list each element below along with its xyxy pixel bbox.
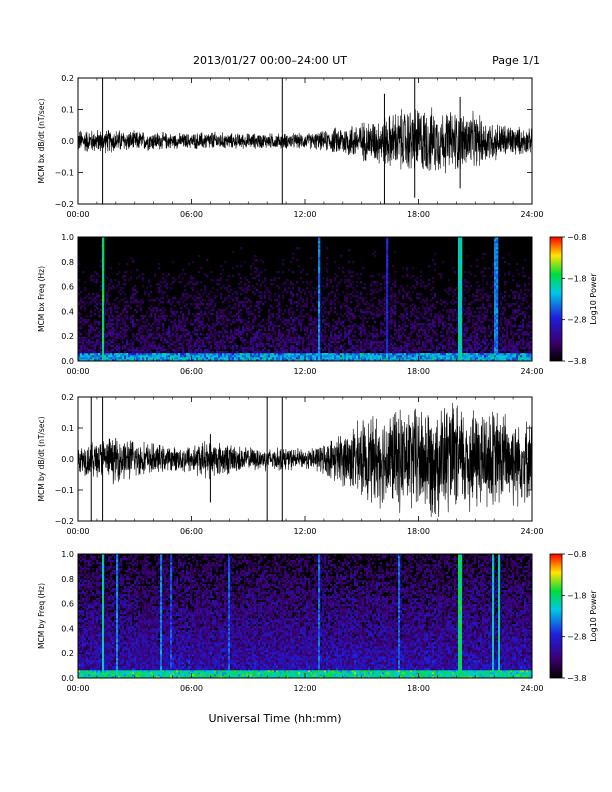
y-axis-label: MCM by dB/dt (nT/sec) (37, 416, 46, 501)
y-tick-label: −0.2 (55, 200, 74, 209)
x-tick-label: 24:00 (520, 210, 543, 219)
colorbar-label: Log10 Power (589, 590, 598, 642)
y-tick-label: 1.0 (61, 233, 74, 242)
page-number: Page 1/1 (492, 54, 540, 67)
plot-area (78, 78, 532, 204)
x-tick-label: 06:00 (180, 367, 203, 376)
y-axis-label: MCM by Freq (Hz) (37, 583, 46, 649)
x-axis-label: Universal Time (hh:mm) (208, 712, 342, 725)
y-tick-label: −0.1 (55, 486, 74, 495)
colorbar: −0.8 −1.8 −2.8 −3.8 Log10 Power (549, 233, 598, 366)
x-tick-label: 06:00 (180, 210, 203, 219)
y-tick-label: 0.4 (61, 307, 74, 316)
y-tick-label: 0.1 (61, 106, 74, 115)
y-tick-label: −0.2 (55, 517, 74, 526)
y-tick-label: −0.1 (55, 169, 74, 178)
x-tick-label: 12:00 (293, 684, 316, 693)
panel-4: −0.8 −1.8 −2.8 −3.8 Log10 Power 00:00 06:00 12:… (37, 550, 598, 693)
x-tick-label: 24:00 (520, 684, 543, 693)
plot-area (78, 397, 532, 521)
series-line (78, 402, 532, 518)
x-tick-label: 18:00 (407, 210, 430, 219)
x-tick-label: 00:00 (66, 367, 89, 376)
x-tick-label: 18:00 (407, 527, 430, 536)
y-tick-label: 0.2 (61, 332, 74, 341)
x-tick-label: 06:00 (180, 527, 203, 536)
y-tick-label: 0.1 (61, 424, 74, 433)
y-tick-label: 0.0 (61, 357, 74, 366)
y-tick-label: 0.8 (61, 258, 74, 267)
series-line (78, 107, 532, 174)
x-tick-label: 00:00 (66, 684, 89, 693)
y-tick-label: 0.2 (61, 393, 74, 402)
colorbar: −0.8 −1.8 −2.8 −3.8 Log10 Power (549, 550, 598, 683)
page-title: 2013/01/27 00:00–24:00 UT (192, 54, 348, 67)
y-tick-label: 0.0 (61, 674, 74, 683)
y-tick-label: 0.6 (61, 283, 74, 292)
x-tick-label: 18:00 (407, 367, 430, 376)
plot-area (78, 554, 532, 678)
colorbar-tick-label: −1.8 (567, 274, 586, 283)
y-tick-label: 0.6 (61, 600, 74, 609)
y-tick-label: 0.8 (61, 575, 74, 584)
colorbar-label: Log10 Power (589, 273, 598, 325)
y-tick-label: 0.4 (61, 624, 74, 633)
colorbar-tick-label: −3.8 (567, 357, 586, 366)
colorbar-scale (549, 236, 563, 362)
colorbar-tick-label: −2.8 (567, 633, 586, 642)
x-tick-label: 06:00 (180, 684, 203, 693)
y-tick-label: 0.2 (61, 649, 74, 658)
y-tick-label: 1.0 (61, 550, 74, 559)
x-tick-label: 00:00 (66, 527, 89, 536)
colorbar-tick-label: −0.8 (567, 233, 586, 242)
x-tick-label: 24:00 (520, 527, 543, 536)
colorbar-scale (549, 553, 563, 679)
x-tick-label: 00:00 (66, 210, 89, 219)
x-tick-label: 12:00 (293, 210, 316, 219)
x-tick-label: 24:00 (520, 367, 543, 376)
panel-3: 00:00 06:00 12:00 18:00 24:00 −0.2 −0.1 0.0 0.1 0… (37, 393, 544, 536)
colorbar-tick-label: −1.8 (567, 591, 586, 600)
y-tick-label: 0.2 (61, 74, 74, 83)
plot-area (78, 237, 532, 361)
colorbar-tick-label: −2.8 (567, 316, 586, 325)
y-tick-label: 0.0 (61, 137, 74, 146)
y-tick-label: 0.0 (61, 455, 74, 464)
colorbar-tick-label: −3.8 (567, 674, 586, 683)
x-tick-label: 12:00 (293, 367, 316, 376)
y-axis-label: MCM bx Freq (Hz) (37, 266, 46, 332)
panel-1: 00:00 06:00 12:00 18:00 24:00 −0.2 −0.1 0.0 0.1 0… (37, 74, 544, 219)
x-tick-label: 18:00 (407, 684, 430, 693)
y-axis-label: MCM bx dB/dt (nT/sec) (37, 98, 46, 183)
panel-2: −0.8 −1.8 −2.8 −3.8 Log10 Power 00:00 06:00 12:… (37, 233, 598, 376)
x-tick-label: 12:00 (293, 527, 316, 536)
colorbar-tick-label: −0.8 (567, 550, 586, 559)
